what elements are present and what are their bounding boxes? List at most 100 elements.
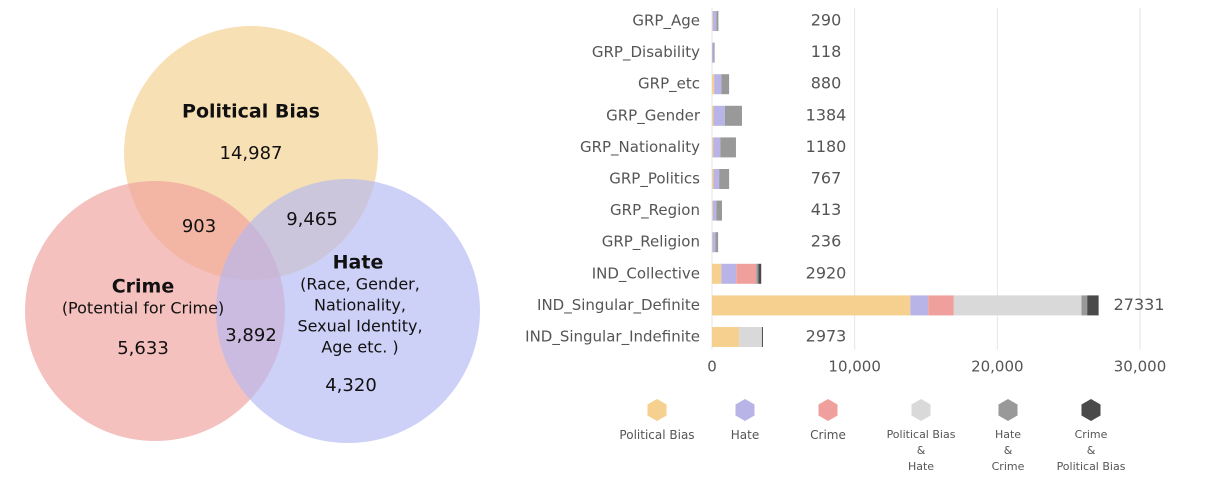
total-label: 290 [811,11,842,30]
legend-line: Hate [908,460,934,473]
legend-line: Political Bias [887,428,956,441]
category-label: GRP_Politics [609,170,700,189]
total-label: 2973 [806,327,847,346]
set-name: Political Bias [182,101,320,123]
bar-segment [724,105,742,126]
bar-segment [712,137,714,158]
legend-line: & [1004,444,1013,457]
overlap-value: 903 [182,216,216,237]
category-label: GRP_Disability [592,43,700,62]
bar-segment [715,232,719,253]
bar-segment [712,11,717,31]
bar-segment [712,327,740,347]
bar-segment [953,295,1082,316]
category-label: GRP_etc [638,75,700,94]
category-label: GRP_Region [610,201,700,220]
legend-label: Crime [810,428,846,442]
set-name: Crime [112,276,175,298]
set-subtitle: Nationality, [314,296,406,315]
legend-label: Hate [731,428,759,442]
total-label: 118 [811,42,842,61]
total-label: 27331 [1114,295,1165,314]
legend-line: & [1087,444,1096,457]
bar-segment [721,74,730,95]
legend-line: Crime [992,460,1025,473]
legend-line: Political Bias [619,428,694,442]
bar-segment [712,263,722,284]
bar-segment [721,263,737,284]
bar-segment [712,169,714,189]
bar-segment [720,137,736,158]
legend-label: Hate & Crime [992,428,1025,473]
venn-diagram: Political Bias 14,987 Crime(Potential for … [25,26,480,443]
legend-line: & [917,444,926,457]
legend-line: Hate [995,428,1021,441]
bar-segment [713,169,720,189]
bar-segment [712,200,717,221]
bar-segment [758,263,762,284]
x-tick-label: 10,000 [828,358,881,376]
category-label: GRP_Religion [602,233,700,252]
category-label: IND_Singular_Definite [537,296,700,315]
legend-swatch [735,399,755,421]
bar-chart: 0 10,000 20,000 30,000 GRP_Age 290 GRP_Disabil… [525,8,1166,473]
bar-segment [712,200,713,221]
total-label: 413 [811,200,842,219]
total-label: 1384 [806,105,847,124]
bar-segment [716,11,719,31]
bar-segment [712,295,911,316]
bar-segment [1087,295,1099,316]
category-label: IND_Singular_Indefinite [525,328,700,347]
bar-segment [713,42,715,63]
legend-swatch [647,399,667,421]
category-label: GRP_Age [632,12,700,31]
bar-segment [712,105,714,126]
bar-segment [928,295,954,316]
overlap-value: 9,465 [286,209,338,230]
bar-segment [712,11,713,31]
legend-line: Crime [810,428,846,442]
set-subtitle: (Potential for Crime) [62,299,224,318]
bar-segment [714,74,722,95]
legend-line: Crime [1075,428,1108,441]
bar-segment [712,42,714,63]
venn-circle [216,179,480,443]
bar-segment [756,263,759,284]
set-value: 14,987 [220,143,283,164]
set-subtitle: Age etc. ) [321,338,398,357]
set-subtitle: (Race, Gender, [300,275,420,294]
legend-label: Crime & Political Bias [1057,428,1126,473]
legend-label: Political Bias [619,428,694,442]
legend-swatch [818,399,838,421]
legend-swatch [998,399,1018,421]
total-label: 767 [811,169,842,188]
bar-segment [712,232,716,253]
set-value: 5,633 [117,338,169,359]
x-tick-label: 30,000 [1114,358,1167,376]
bar-segment [713,105,725,126]
bar-segment [712,74,715,95]
legend-swatch [911,399,931,421]
total-label: 236 [811,232,842,251]
bar-segment [761,327,763,347]
category-label: GRP_Nationality [580,138,700,157]
set-subtitle: Sexual Identity, [297,317,422,336]
legend-line: Political Bias [1057,460,1126,473]
set-value: 4,320 [325,375,377,396]
overlap-value: 3,892 [225,325,277,346]
legend-label: Political Bias & Hate [887,428,956,473]
bar-segment [736,263,757,284]
category-label: IND_Collective [592,264,700,283]
legend-line: Hate [731,428,759,442]
venn-circle [25,181,285,441]
legend-swatch [1081,399,1101,421]
x-tick-label: 20,000 [971,358,1024,376]
category-label: GRP_Gender [606,106,701,125]
bar-segment [716,200,722,221]
bar-segment [739,327,762,347]
total-label: 1180 [806,137,847,156]
bar-segment [719,169,730,189]
x-tick-label: 0 [707,358,717,376]
total-label: 880 [811,74,842,93]
